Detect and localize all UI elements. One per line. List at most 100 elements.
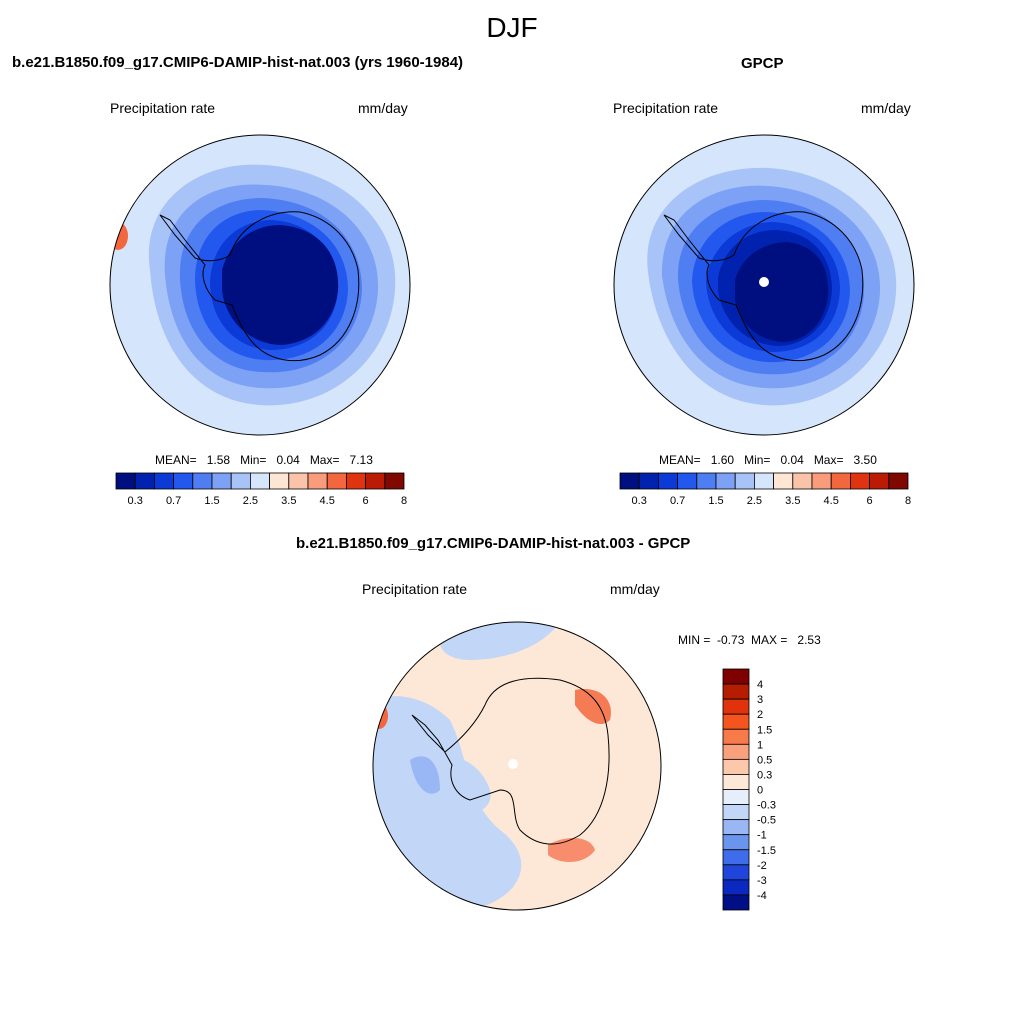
colorbar-model-tick-label: 8 (401, 495, 407, 507)
colorbar-model-swatch (230, 472, 251, 490)
colorbar-difference-tick-label: 0 (757, 785, 763, 797)
colorbar-difference-tick-label: 1.5 (757, 724, 772, 736)
map-difference-blue-region-west (373, 696, 522, 910)
panel3-min: -0.73 (717, 633, 745, 647)
colorbar-difference-swatch (722, 864, 750, 881)
colorbar-gpcp-swatch (830, 472, 851, 490)
colorbar-difference-tick-label: -0.5 (757, 815, 776, 827)
map-difference-antarctica-coastline (411, 677, 610, 845)
colorbar-model-swatch (288, 472, 309, 490)
colorbar-gpcp-tick-label: 2.5 (747, 495, 762, 507)
colorbar-model-swatch (307, 472, 328, 490)
colorbar-difference-tick-label: -1 (757, 830, 767, 842)
map-gpcp (614, 135, 914, 435)
panel1-min: 0.04 (276, 453, 300, 467)
colorbar-model-tick-label: 0.3 (128, 495, 143, 507)
colorbar-model-swatch (365, 472, 386, 490)
colorbar-gpcp-tick-label: 8 (905, 495, 911, 507)
colorbar-model-swatch (345, 472, 366, 490)
colorbar-difference-tick-label: -4 (757, 890, 767, 902)
colorbar-model-swatch (249, 472, 270, 490)
panel1-variable: Precipitation rate (110, 100, 216, 116)
colorbar-gpcp-tick-label: 0.3 (632, 495, 647, 507)
colorbar-gpcp-swatch (677, 472, 698, 490)
map-difference-warm-patch-south (548, 838, 595, 862)
map-difference-blue-patch (410, 756, 440, 794)
panel2-stats: MEAN= 1.60 Min= 0.04 Max= 3.50 (659, 453, 877, 467)
map-gpcp-antarctica-coastline (663, 211, 864, 362)
panel3-units: mm/day (610, 581, 660, 597)
panel1-max: 7.13 (349, 453, 373, 467)
colorbar-difference-swatch (722, 698, 750, 715)
colorbar-difference-swatch (722, 849, 750, 866)
colorbar-gpcp-swatch (754, 472, 775, 490)
colorbar-difference: 4 3 2 1.5 1 0.5 0.3 0 -0.3 -0.5 -1 -1.5 -2 -3 -4 (722, 668, 776, 911)
season-title: DJF (486, 12, 538, 43)
colorbar-gpcp-swatch (850, 472, 871, 490)
map-difference-warm-patch-east (575, 689, 611, 725)
panel2-units: mm/day (861, 100, 911, 116)
colorbar-model-swatch (384, 472, 405, 490)
colorbar-model-swatch (115, 472, 136, 490)
colorbar-model: 0.3 0.7 1.5 2.5 3.5 4.5 6 8 (115, 472, 407, 507)
colorbar-difference-tick-label: -0.3 (757, 800, 776, 812)
colorbar-model-tick-label: 3.5 (281, 495, 296, 507)
colorbar-difference-tick-label: -1.5 (757, 845, 776, 857)
panel2-max-label: Max= (813, 453, 844, 467)
colorbar-model-swatch (173, 472, 194, 490)
colorbar-difference-swatch (722, 804, 750, 821)
colorbar-gpcp-swatch (696, 472, 717, 490)
colorbar-model-swatch (134, 472, 155, 490)
map-model-border (109, 134, 411, 436)
panel2-mean-label: MEAN= (659, 453, 701, 467)
colorbar-difference-swatch (722, 774, 750, 790)
colorbar-gpcp-tick-label: 1.5 (708, 495, 723, 507)
panel3-max-label: MAX = (751, 633, 788, 647)
colorbar-gpcp-swatch (619, 472, 640, 490)
colorbar-model-tick-label: 0.7 (166, 495, 181, 507)
colorbar-difference-tick-label: -3 (757, 875, 767, 887)
colorbar-difference-tick-label: 0.3 (757, 769, 772, 781)
colorbar-difference-swatch (722, 894, 750, 911)
map-difference-pole-missing (508, 759, 518, 769)
map-difference-blue-region-interior (430, 756, 491, 814)
colorbar-difference-swatch (722, 819, 750, 836)
panel1-mean-label: MEAN= (155, 453, 197, 467)
colorbar-gpcp-tick-label: 6 (867, 495, 873, 507)
map-model (110, 135, 410, 435)
map-gpcp-pole-missing (759, 277, 769, 287)
panel1-units: mm/day (358, 100, 408, 116)
map-difference-blue-region-north (439, 622, 560, 660)
panel1-min-label: Min= (240, 453, 267, 467)
colorbar-difference-swatch (722, 728, 750, 745)
panel1-title: b.e21.B1850.f09_g17.CMIP6-DAMIP-hist-nat… (12, 54, 464, 71)
colorbar-difference-swatch (722, 834, 750, 851)
colorbar-gpcp-tick-label: 0.7 (670, 495, 685, 507)
colorbar-difference-swatch (722, 758, 750, 775)
panel3-max: 2.53 (797, 633, 821, 647)
map-model-antarctica-coastline (159, 211, 360, 362)
colorbar-model-tick-label: 4.5 (320, 495, 335, 507)
map-gpcp-border (613, 134, 915, 436)
colorbar-model-swatch (153, 472, 174, 490)
colorbar-gpcp-swatch (734, 472, 755, 490)
panel2-max: 3.50 (853, 453, 877, 467)
panel3-variable: Precipitation rate (362, 581, 468, 597)
panel1-mean: 1.58 (206, 453, 231, 467)
colorbar-difference-tick-label: 0.5 (757, 754, 772, 766)
panel1-stats: MEAN= 1.58 Min= 0.04 Max= 7.13 (155, 453, 373, 467)
colorbar-model-swatch (192, 472, 213, 490)
panel2-title: GPCP (741, 55, 784, 72)
colorbar-gpcp: 0.3 0.7 1.5 2.5 3.5 4.5 6 8 (619, 472, 911, 507)
map-model-core (222, 225, 339, 345)
colorbar-difference-swatch (722, 668, 750, 685)
panel3-title: b.e21.B1850.f09_g17.CMIP6-DAMIP-hist-nat… (296, 535, 691, 552)
colorbar-model-tick-label: 2.5 (243, 495, 258, 507)
colorbar-gpcp-tick-label: 3.5 (785, 495, 800, 507)
panel3-stats: MIN = -0.73 MAX = 2.53 (678, 633, 821, 647)
map-difference (373, 622, 661, 910)
colorbar-difference-swatch (722, 879, 750, 896)
colorbar-difference-swatch (722, 743, 750, 760)
colorbar-model-swatch (211, 472, 232, 490)
